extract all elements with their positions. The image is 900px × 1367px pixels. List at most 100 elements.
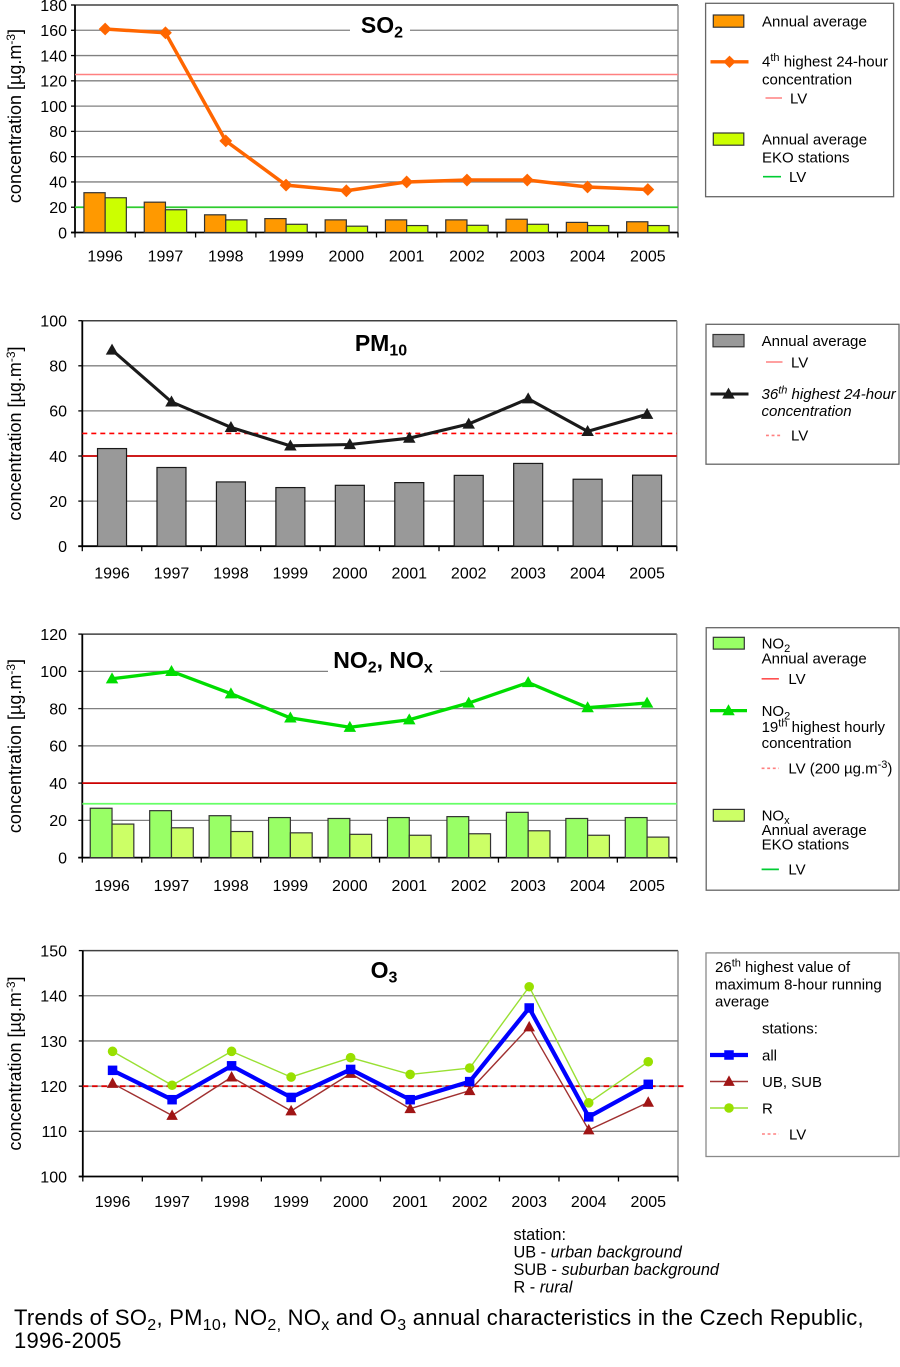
- svg-text:80: 80: [49, 701, 67, 718]
- svg-text:2004: 2004: [570, 248, 606, 265]
- svg-text:LV: LV: [791, 354, 808, 371]
- svg-text:2002: 2002: [449, 248, 485, 265]
- svg-text:2003: 2003: [511, 1194, 547, 1211]
- svg-text:1997: 1997: [154, 566, 190, 583]
- svg-text:Annual average: Annual average: [762, 651, 867, 668]
- svg-text:2005: 2005: [630, 1194, 666, 1211]
- svg-text:UB, SUB: UB, SUB: [762, 1074, 822, 1091]
- svg-text:concentration [µg.m-3]: concentration [µg.m-3]: [4, 659, 25, 833]
- svg-text:150: 150: [40, 943, 67, 960]
- svg-text:concentration [µg.m-3]: concentration [µg.m-3]: [4, 346, 25, 520]
- svg-text:1997: 1997: [154, 878, 190, 895]
- svg-text:concentration [µg.m-3]: concentration [µg.m-3]: [4, 29, 25, 203]
- svg-text:LV: LV: [791, 428, 808, 445]
- svg-text:LV: LV: [789, 1126, 806, 1143]
- svg-text:NO2: NO2: [762, 703, 791, 723]
- svg-text:110: 110: [41, 1124, 67, 1141]
- svg-text:concentration: concentration: [762, 735, 852, 752]
- svg-text:2004: 2004: [571, 1194, 607, 1211]
- svg-text:60: 60: [49, 149, 67, 166]
- svg-text:130: 130: [40, 1034, 67, 1051]
- svg-text:all: all: [762, 1047, 777, 1064]
- svg-text:1997: 1997: [154, 1194, 190, 1211]
- svg-text:station:: station:: [514, 1226, 567, 1244]
- svg-text:R - rural: R - rural: [514, 1278, 573, 1296]
- svg-text:2003: 2003: [510, 566, 546, 583]
- svg-text:1998: 1998: [213, 566, 249, 583]
- svg-text:40: 40: [49, 776, 67, 793]
- svg-text:1996: 1996: [87, 248, 123, 265]
- svg-text:2004: 2004: [570, 566, 606, 583]
- svg-text:1996: 1996: [95, 1194, 131, 1211]
- svg-text:100: 100: [40, 664, 67, 681]
- svg-text:19th highest hourly: 19th highest hourly: [762, 718, 886, 737]
- svg-text:Annual average: Annual average: [762, 333, 867, 350]
- svg-text:2002: 2002: [451, 566, 487, 583]
- svg-text:20: 20: [49, 200, 67, 217]
- svg-text:LV (200 µg.m-3): LV (200 µg.m-3): [788, 759, 892, 778]
- svg-text:26th highest value of: 26th highest value of: [715, 958, 851, 977]
- svg-text:2000: 2000: [332, 566, 368, 583]
- svg-text:concentration [µg.m-3]: concentration [µg.m-3]: [4, 976, 25, 1150]
- svg-text:1996: 1996: [94, 566, 130, 583]
- svg-text:0: 0: [58, 225, 67, 242]
- svg-text:Annual average: Annual average: [762, 822, 867, 839]
- svg-text:80: 80: [49, 359, 67, 376]
- svg-text:LV: LV: [789, 169, 806, 186]
- svg-text:2003: 2003: [510, 878, 546, 895]
- svg-text:2004: 2004: [570, 878, 606, 895]
- svg-text:100: 100: [40, 99, 67, 116]
- svg-text:36th highest 24-hour: 36th highest 24-hour: [762, 384, 897, 403]
- svg-text:120: 120: [40, 627, 67, 644]
- svg-text:2000: 2000: [333, 1194, 369, 1211]
- svg-text:LV: LV: [790, 90, 807, 107]
- svg-text:1996: 1996: [94, 878, 130, 895]
- svg-text:Trends of SO2, PM10, NO2, NOx: Trends of SO2, PM10, NO2, NOx and O3 ann…: [14, 1305, 864, 1334]
- svg-text:1998: 1998: [214, 1194, 250, 1211]
- svg-text:140: 140: [40, 989, 67, 1006]
- svg-text:0: 0: [58, 539, 67, 556]
- svg-text:20: 20: [49, 494, 67, 511]
- svg-text:4th highest 24-hour: 4th highest 24-hour: [762, 52, 888, 71]
- svg-text:2002: 2002: [452, 1194, 488, 1211]
- svg-text:1998: 1998: [213, 878, 249, 895]
- svg-text:2003: 2003: [509, 248, 545, 265]
- svg-text:EKO stations: EKO stations: [762, 149, 850, 166]
- svg-text:60: 60: [49, 739, 67, 756]
- svg-text:0: 0: [58, 850, 67, 867]
- svg-text:2005: 2005: [629, 566, 665, 583]
- svg-text:1997: 1997: [148, 248, 184, 265]
- svg-text:concentration: concentration: [762, 403, 852, 420]
- svg-text:stations:: stations:: [762, 1020, 818, 1037]
- svg-text:2000: 2000: [329, 248, 365, 265]
- svg-text:Annual average: Annual average: [762, 13, 867, 30]
- svg-text:1999: 1999: [273, 878, 309, 895]
- svg-text:SUB - suburban background: SUB - suburban background: [514, 1261, 720, 1279]
- svg-text:LV: LV: [788, 862, 805, 879]
- svg-text:LV: LV: [788, 671, 805, 688]
- svg-text:120: 120: [40, 74, 67, 91]
- svg-text:40: 40: [49, 449, 67, 466]
- svg-text:average: average: [715, 994, 769, 1011]
- svg-text:140: 140: [40, 48, 67, 65]
- svg-text:UB - urban background: UB - urban background: [514, 1243, 683, 1261]
- svg-text:2001: 2001: [391, 566, 427, 583]
- svg-text:180: 180: [40, 0, 67, 15]
- svg-text:maximum 8-hour running: maximum 8-hour running: [715, 976, 882, 993]
- svg-text:Annual average: Annual average: [762, 131, 867, 148]
- svg-text:100: 100: [40, 1169, 67, 1186]
- svg-text:60: 60: [49, 404, 67, 421]
- svg-text:1999: 1999: [273, 566, 309, 583]
- svg-text:concentration: concentration: [762, 71, 852, 88]
- svg-text:1996-2005: 1996-2005: [14, 1328, 122, 1353]
- svg-text:80: 80: [49, 124, 67, 141]
- svg-text:R: R: [762, 1100, 773, 1117]
- svg-text:1999: 1999: [268, 248, 304, 265]
- svg-text:NOx: NOx: [762, 807, 791, 827]
- svg-text:2000: 2000: [332, 878, 368, 895]
- svg-text:40: 40: [49, 175, 67, 192]
- svg-text:100: 100: [40, 314, 67, 331]
- svg-text:2001: 2001: [389, 248, 425, 265]
- svg-text:120: 120: [40, 1079, 67, 1096]
- svg-text:2002: 2002: [451, 878, 487, 895]
